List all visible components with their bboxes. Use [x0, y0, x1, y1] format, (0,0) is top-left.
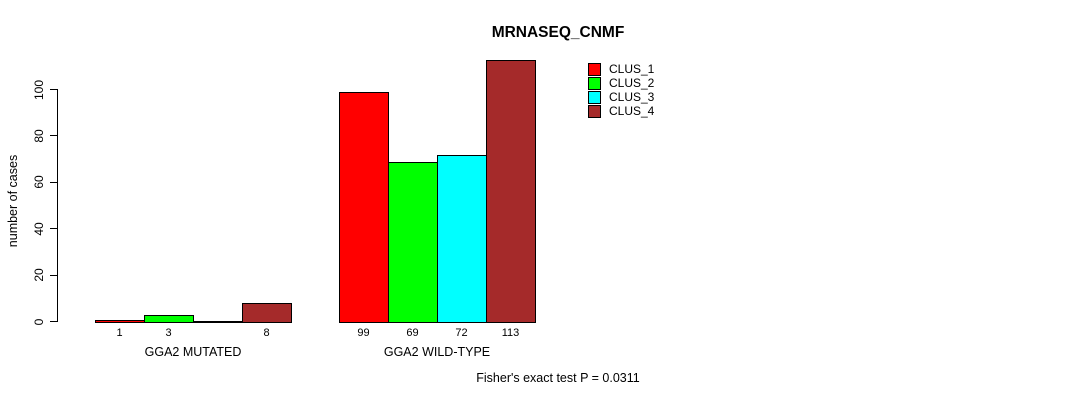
bar-zero-clus_3 [193, 320, 243, 323]
y-axis-tick-label: 100 [32, 79, 46, 100]
bar-value-label: 113 [501, 327, 520, 339]
bar-value-label: 1 [116, 327, 123, 339]
legend-label: CLUS_2 [609, 76, 655, 90]
legend-label: CLUS_1 [609, 62, 655, 76]
legend-swatch-icon [588, 105, 601, 118]
y-axis-tick-label: 40 [32, 222, 46, 236]
y-axis-tick [50, 321, 57, 322]
bar-clus_4-gga2-wild-type [486, 59, 536, 323]
y-axis-tick [50, 135, 57, 137]
y-axis-tick-label: 80 [32, 129, 46, 143]
y-axis-tick [50, 89, 57, 90]
bar-value-label: 69 [406, 327, 419, 339]
y-axis-line [57, 89, 58, 322]
legend-row-clus_1: CLUS_1 [588, 63, 654, 76]
legend-row-clus_4: CLUS_4 [588, 105, 654, 118]
y-axis-tick [50, 228, 57, 230]
fisher-test-annotation: Fisher's exact test P = 0.0311 [476, 371, 640, 385]
bar-clus_1-gga2-wild-type [339, 91, 389, 323]
y-axis-tick [50, 181, 57, 183]
legend-swatch-icon [588, 77, 601, 90]
y-axis-tick-label: 20 [32, 268, 46, 282]
bar-value-label: 99 [357, 327, 370, 339]
bar-clus_2-gga2-mutated [144, 314, 194, 323]
legend-swatch-icon [588, 91, 601, 104]
y-axis-title: number of cases [6, 154, 20, 248]
bar-value-label: 72 [455, 327, 468, 339]
legend-row-clus_3: CLUS_3 [588, 91, 654, 104]
legend-row-clus_2: CLUS_2 [588, 77, 654, 90]
legend-label: CLUS_3 [609, 90, 655, 104]
y-axis-tick-label: 0 [32, 318, 46, 325]
bar-clus_4-gga2-mutated [242, 302, 292, 323]
bar-clus_3-gga2-wild-type [437, 154, 487, 323]
x-axis-label-gga2-wild-type: GGA2 WILD-TYPE [383, 345, 491, 359]
legend-label: CLUS_4 [609, 104, 655, 118]
legend-swatch-icon [588, 63, 601, 76]
bar-clus_2-gga2-wild-type [388, 161, 438, 323]
y-axis-tick-label: 60 [32, 175, 46, 189]
bar-clus_1-gga2-mutated [95, 319, 145, 323]
x-axis-label-gga2-mutated: GGA2 MUTATED [144, 345, 242, 359]
bar-value-label: 3 [165, 327, 172, 339]
legend: CLUS_1 CLUS_2 CLUS_3 CLUS_4 [588, 63, 654, 119]
y-axis-tick [50, 274, 57, 276]
chart-title: MRNASEQ_CNMF [491, 24, 625, 41]
bar-value-label: 8 [263, 327, 270, 339]
